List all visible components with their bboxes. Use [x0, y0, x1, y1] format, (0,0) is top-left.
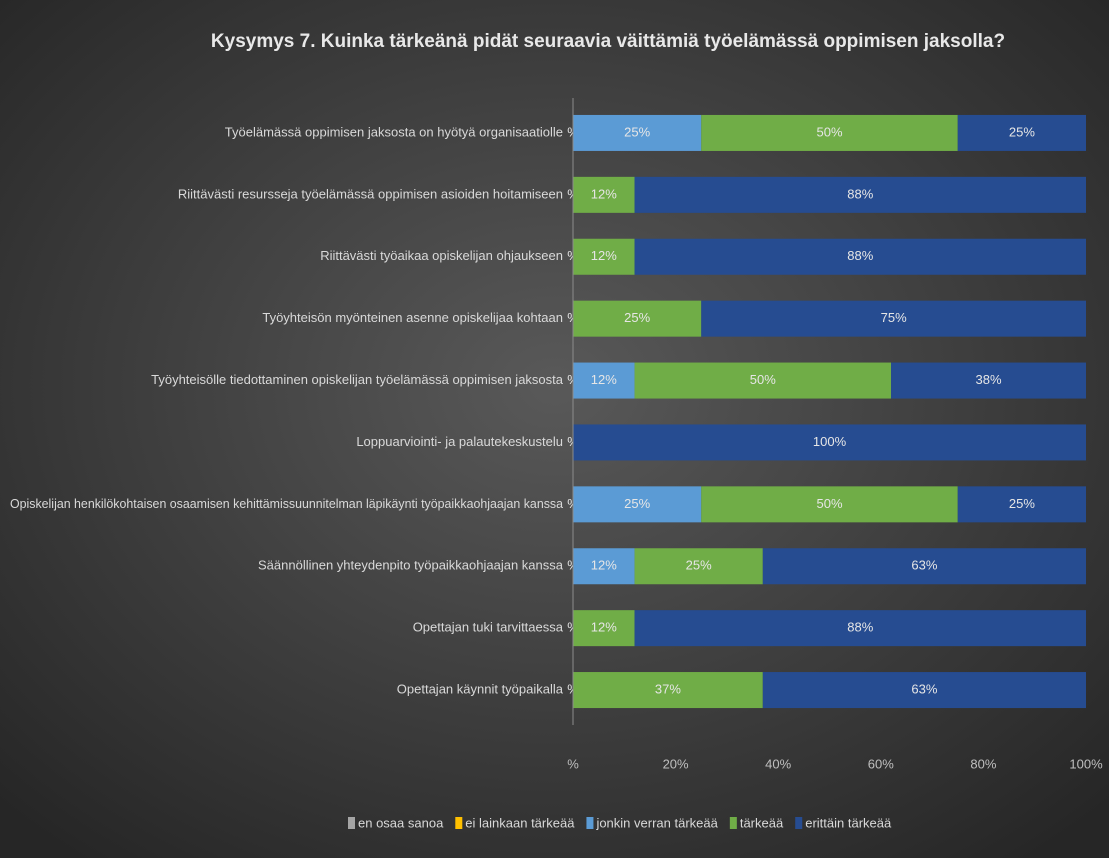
bar-segment [634, 362, 892, 399]
data-label: 12% [591, 620, 617, 635]
bar-segment [957, 486, 1086, 523]
bar-segment [573, 610, 635, 647]
bar-segment [762, 548, 1086, 585]
legend-label: jonkin verran tärkeää [595, 815, 718, 830]
legend-label: tärkeää [740, 815, 784, 830]
legend-label: en osaa sanoa [358, 815, 444, 830]
category-label: Opettajan käynnit työpaikalla [397, 681, 564, 696]
data-label: 100% [813, 434, 847, 449]
data-label: 37% [655, 681, 681, 696]
legend-swatch [729, 817, 737, 829]
bar-segment [634, 610, 1086, 647]
legend-swatch [586, 817, 594, 829]
data-label: 63% [911, 558, 937, 573]
category-label: Työelämässä oppimisen jaksosta on hyötyä… [225, 124, 563, 139]
bar-segment [573, 300, 702, 337]
category-label: Riittävästi työaikaa opiskelijan ohjauks… [320, 248, 563, 263]
legend-swatch [795, 817, 803, 829]
data-label: 75% [881, 310, 907, 325]
x-tick-label: 100% [1069, 756, 1103, 771]
x-tick-label: 20% [663, 756, 689, 771]
bar-segment [762, 672, 1086, 709]
bar-segment [573, 362, 635, 399]
category-label: Säännöllinen yhteydenpito työpaikkaohjaa… [258, 558, 564, 573]
bar-segment [573, 548, 635, 585]
bar-segment [573, 238, 635, 275]
bar-segment [701, 486, 958, 523]
data-label: 25% [624, 496, 650, 511]
category-label: Opiskelijan henkilökohtaisen osaamisen k… [10, 496, 564, 511]
x-tick-label: % [567, 756, 579, 771]
bar-segment [701, 114, 958, 151]
bar-segment [573, 672, 763, 709]
data-label: 38% [976, 372, 1002, 387]
bar-segment [634, 548, 763, 585]
category-label: Opettajan tuki tarvittaessa [413, 620, 564, 635]
x-tick-label: 40% [765, 756, 791, 771]
legend-swatch [348, 817, 355, 829]
legend-swatch [455, 817, 463, 829]
bar-segment [634, 238, 1086, 275]
legend-label: erittäin tärkeää [805, 815, 892, 830]
bar-segment [573, 424, 1086, 461]
data-label: 63% [911, 681, 937, 696]
bar-segment [573, 486, 702, 523]
legend-label: ei lainkaan tärkeää [465, 815, 575, 830]
bar-segment [573, 114, 702, 151]
data-label: 88% [847, 620, 873, 635]
bar-segment [957, 114, 1086, 151]
bar-segment [891, 362, 1086, 399]
category-label: Työyhteisölle tiedottaminen opiskelijan … [151, 372, 564, 387]
category-label: Riittävästi resursseja työelämässä oppim… [178, 186, 563, 201]
data-label: 88% [847, 248, 873, 263]
chart-title: Kysymys 7. Kuinka tärkeänä pidät seuraav… [211, 31, 1005, 52]
data-label: 25% [1009, 124, 1035, 139]
x-tick-label: 80% [970, 756, 996, 771]
category-label: Loppuarviointi- ja palautekeskustelu [356, 434, 563, 449]
bar-segment [701, 300, 1086, 337]
data-label: 50% [816, 496, 842, 511]
data-label: 88% [847, 186, 873, 201]
data-label: 50% [750, 372, 776, 387]
data-label: 50% [816, 124, 842, 139]
x-tick-label: 60% [868, 756, 894, 771]
category-label: Työyhteisön myönteinen asenne opiskelija… [262, 310, 563, 325]
bar-segment [634, 176, 1086, 213]
data-label: 12% [591, 558, 617, 573]
data-label: 25% [1009, 496, 1035, 511]
data-label: 25% [624, 310, 650, 325]
bar-segment [573, 176, 635, 213]
data-label: 12% [591, 186, 617, 201]
data-label: 25% [624, 124, 650, 139]
data-label: 12% [591, 372, 617, 387]
data-label: 12% [591, 248, 617, 263]
data-label: 25% [686, 558, 712, 573]
